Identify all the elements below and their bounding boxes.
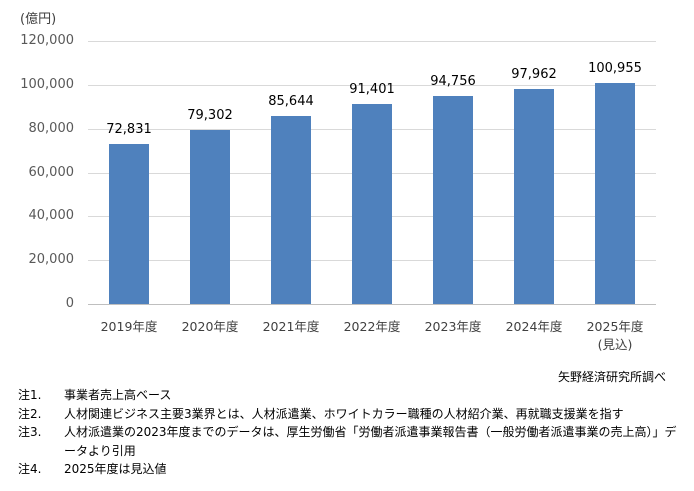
bar (109, 144, 149, 304)
x-tick-sublabel: (見込) (597, 337, 633, 352)
bar-value-label: 97,962 (511, 67, 557, 82)
x-tick-category: 2024年度 (505, 319, 563, 334)
bar-value-label: 94,756 (430, 74, 476, 89)
y-tick-label: 80,000 (28, 121, 75, 136)
y-tick-label: 20,000 (28, 252, 75, 267)
y-axis-unit-label: (億円) (20, 12, 57, 27)
footnote-text: 人材派遣業の2023年度までのデータは、厚生労働省「労働者派遣事業報告書（一般労… (64, 425, 677, 458)
footnote: 注4. 2025年度は見込値 (18, 460, 678, 479)
x-tick-label: 2020年度 (170, 318, 250, 336)
y-tick-label: 60,000 (28, 165, 75, 180)
bar-value-label: 79,302 (187, 108, 233, 123)
footnote-text: 人材関連ビジネス主要3業界とは、人材派遣業、ホワイトカラー職種の人材紹介業、再就… (64, 406, 624, 421)
footnote-key: 注2. (18, 406, 42, 421)
x-tick-label: 2024年度 (494, 318, 574, 336)
bar (433, 96, 473, 304)
x-tick-category: 2023年度 (424, 319, 482, 334)
footnote: 注2. 人材関連ビジネス主要3業界とは、人材派遣業、ホワイトカラー職種の人材紹介… (18, 405, 678, 424)
footnote: 注1. 事業者売上高ベース (18, 386, 678, 405)
x-tick-category: 2019年度 (100, 319, 158, 334)
y-tick-label: 100,000 (20, 77, 74, 92)
x-tick-category: 2022年度 (343, 319, 401, 334)
footnote: 注3. 人材派遣業の2023年度までのデータは、厚生労働省「労働者派遣事業報告書… (18, 423, 678, 460)
footnote-text: 2025年度は見込値 (64, 462, 167, 476)
bar-chart: 0 20,000 40,000 60,000 80,000 100,000 120,000 … (20, 33, 656, 354)
footnote-key: 注4. (18, 462, 42, 476)
gridline (88, 85, 656, 86)
y-tick-label: 0 (65, 296, 74, 311)
x-tick-label: 2025年度 (見込) (575, 318, 655, 354)
footnote-text: 事業者売上高ベース (64, 388, 172, 402)
bar (514, 89, 554, 304)
x-tick-label: 2019年度 (89, 318, 169, 336)
bar (190, 130, 230, 304)
bar (595, 83, 635, 304)
footnote-key: 注3. (18, 425, 42, 439)
x-tick-category: 2025年度 (586, 319, 644, 334)
x-tick-category: 2020年度 (181, 319, 239, 334)
gridline (88, 41, 656, 42)
y-tick-label: 40,000 (28, 208, 75, 223)
bar-value-label: 100,955 (588, 61, 642, 76)
x-tick-label: 2023年度 (413, 318, 493, 336)
bar-value-label: 72,831 (106, 122, 152, 137)
x-tick-label: 2021年度 (251, 318, 331, 336)
bar-value-label: 91,401 (349, 82, 395, 97)
footnotes: 注1. 事業者売上高ベース 注2. 人材関連ビジネス主要3業界とは、人材派遣業、… (18, 386, 678, 479)
x-tick-category: 2021年度 (262, 319, 320, 334)
bar-value-label: 85,644 (268, 94, 314, 109)
bar (352, 104, 392, 304)
bar (271, 116, 311, 304)
x-tick-label: 2022年度 (332, 318, 412, 336)
y-tick-label: 120,000 (20, 33, 74, 48)
footnote-key: 注1. (18, 388, 42, 402)
source-credit: 矢野経済研究所調べ (557, 370, 666, 384)
x-axis-line (88, 304, 656, 305)
